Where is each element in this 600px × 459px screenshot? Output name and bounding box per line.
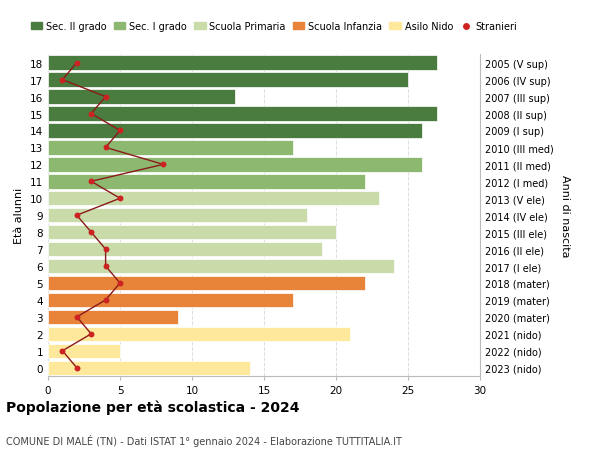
Bar xyxy=(48,90,235,105)
Point xyxy=(86,330,96,338)
Bar xyxy=(48,191,379,206)
Point xyxy=(86,178,96,185)
Point xyxy=(58,347,67,355)
Bar xyxy=(48,344,120,358)
Legend: Sec. II grado, Sec. I grado, Scuola Primaria, Scuola Infanzia, Asilo Nido, Stran: Sec. II grado, Sec. I grado, Scuola Prim… xyxy=(27,18,521,36)
Text: Popolazione per età scolastica - 2024: Popolazione per età scolastica - 2024 xyxy=(6,399,299,414)
Bar xyxy=(48,276,365,291)
Bar xyxy=(48,259,394,274)
Point xyxy=(72,212,82,219)
Point xyxy=(72,60,82,67)
Bar xyxy=(48,208,307,223)
Bar xyxy=(48,107,437,122)
Point xyxy=(158,161,168,168)
Point xyxy=(115,195,125,202)
Bar xyxy=(48,158,422,172)
Y-axis label: Anni di nascita: Anni di nascita xyxy=(560,174,570,257)
Bar xyxy=(48,293,293,308)
Bar xyxy=(48,327,350,341)
Bar xyxy=(48,242,322,257)
Bar xyxy=(48,310,178,325)
Point xyxy=(101,297,110,304)
Point xyxy=(101,145,110,152)
Point xyxy=(101,263,110,270)
Bar xyxy=(48,73,408,88)
Bar xyxy=(48,56,437,71)
Point xyxy=(72,313,82,321)
Point xyxy=(101,94,110,101)
Bar xyxy=(48,175,365,189)
Point xyxy=(115,280,125,287)
Point xyxy=(101,246,110,253)
Point xyxy=(115,128,125,135)
Y-axis label: Età alunni: Età alunni xyxy=(14,188,25,244)
Bar xyxy=(48,361,250,375)
Point xyxy=(72,364,82,372)
Text: COMUNE DI MALÉ (TN) - Dati ISTAT 1° gennaio 2024 - Elaborazione TUTTITALIA.IT: COMUNE DI MALÉ (TN) - Dati ISTAT 1° genn… xyxy=(6,434,402,446)
Point xyxy=(58,77,67,84)
Point xyxy=(86,111,96,118)
Bar xyxy=(48,141,293,155)
Bar xyxy=(48,124,422,138)
Point xyxy=(86,229,96,236)
Bar xyxy=(48,225,336,240)
